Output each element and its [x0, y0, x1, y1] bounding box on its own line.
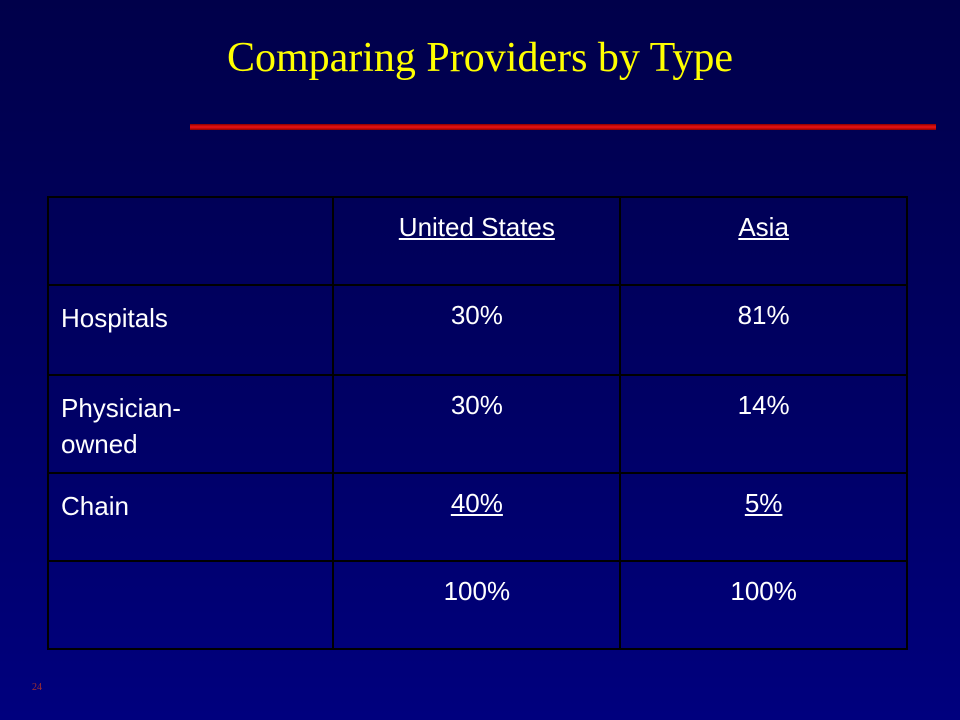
value-cell: 30%: [332, 374, 622, 474]
column-header: Asia: [619, 196, 908, 286]
value-text: 14%: [737, 390, 790, 420]
row-label-text: Hospitals: [61, 303, 168, 333]
column-header-text: Asia: [738, 212, 789, 242]
value-cell: 5%: [619, 472, 908, 562]
title-rule: [190, 124, 936, 130]
table-row: Hospitals 30% 81%: [46, 284, 908, 376]
column-header-text: United States: [398, 212, 555, 242]
slide-title: Comparing Providers by Type: [226, 35, 734, 81]
table-row: Chain 40% 5%: [46, 472, 908, 562]
row-label-text: Physician-owned: [61, 393, 181, 459]
page-number: 24: [32, 682, 42, 693]
row-label-text: Chain: [61, 491, 129, 521]
column-header: United States: [332, 196, 622, 286]
table-row: Physician-owned 30% 14%: [46, 374, 908, 474]
value-text: 100%: [443, 576, 511, 606]
corner-cell: [46, 196, 335, 286]
header-row: United States Asia: [46, 196, 908, 286]
value-cell: 40%: [332, 472, 622, 562]
value-text: 30%: [450, 390, 503, 420]
row-label: [46, 560, 335, 650]
row-label: Physician-owned: [46, 374, 335, 474]
value-cell: 81%: [619, 284, 908, 376]
value-cell: 100%: [332, 560, 622, 650]
value-text: 5%: [744, 488, 783, 518]
value-text: 40%: [450, 488, 503, 518]
value-cell: 100%: [619, 560, 908, 650]
row-label: Chain: [46, 472, 335, 562]
row-label: Hospitals: [46, 284, 335, 376]
table-row: 100% 100%: [46, 560, 908, 650]
value-cell: 30%: [332, 284, 622, 376]
value-text: 30%: [450, 300, 503, 330]
value-text: 81%: [737, 300, 790, 330]
comparison-table: United States Asia Hospitals 30% 81% Physicia…: [46, 196, 908, 650]
value-cell: 14%: [619, 374, 908, 474]
value-text: 100%: [730, 576, 797, 606]
